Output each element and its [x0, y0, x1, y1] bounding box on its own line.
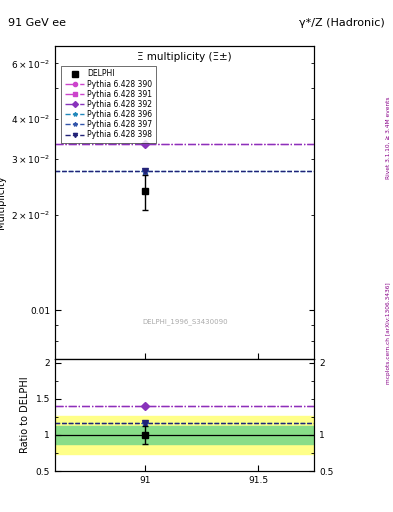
Text: mcplots.cern.ch [arXiv:1306.3436]: mcplots.cern.ch [arXiv:1306.3436] [386, 282, 391, 383]
Text: Rivet 3.1.10, ≥ 3.4M events: Rivet 3.1.10, ≥ 3.4M events [386, 97, 391, 180]
Y-axis label: Multiplicity: Multiplicity [0, 176, 6, 229]
Text: γ*/Z (Hadronic): γ*/Z (Hadronic) [299, 18, 385, 28]
Legend: DELPHI, Pythia 6.428 390, Pythia 6.428 391, Pythia 6.428 392, Pythia 6.428 396, : DELPHI, Pythia 6.428 390, Pythia 6.428 3… [61, 66, 156, 143]
Bar [55, 416, 314, 454]
Y-axis label: Ratio to DELPHI: Ratio to DELPHI [20, 377, 30, 454]
Text: 91 GeV ee: 91 GeV ee [8, 18, 66, 28]
Text: Ξ multiplicity (Ξ±): Ξ multiplicity (Ξ±) [138, 52, 232, 62]
Text: DELPHI_1996_S3430090: DELPHI_1996_S3430090 [142, 318, 228, 325]
Bar [55, 425, 314, 444]
